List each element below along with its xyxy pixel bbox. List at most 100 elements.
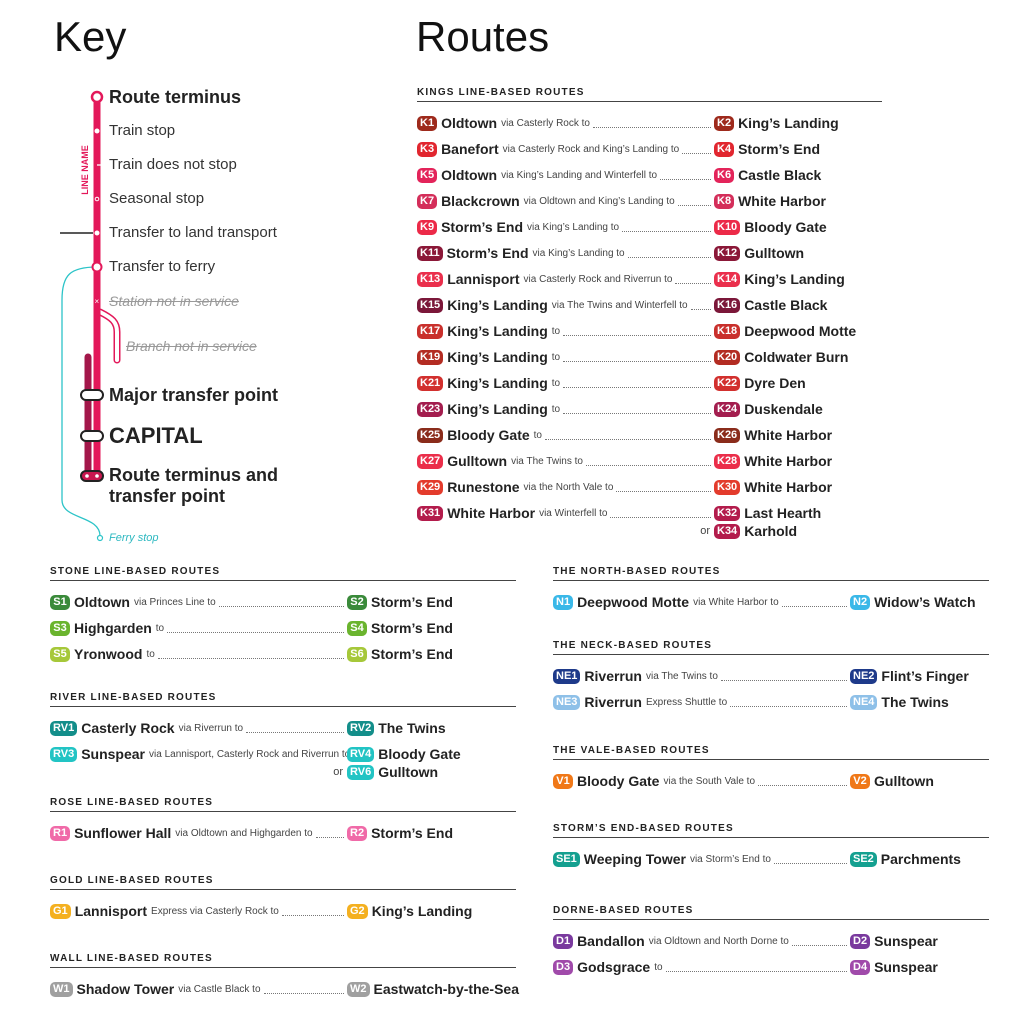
route-badge: K9 xyxy=(417,219,438,235)
capital-icon xyxy=(80,430,104,442)
route-row: K7 Blackcrown via Oldtown and King’s Landi… xyxy=(417,188,882,214)
section-gold: GOLD LINE-BASED ROUTES G1 Lannisport Expres… xyxy=(50,875,516,924)
dot-leader xyxy=(791,944,847,946)
destination-name: Castle Black xyxy=(738,167,822,183)
route-badge: S1 xyxy=(50,594,70,610)
route-badge: S6 xyxy=(347,646,367,662)
origin-name: Oldtown xyxy=(441,115,498,131)
destination-name: Gulltown xyxy=(874,773,934,789)
via-text: via King’s Landing and Winterfell to xyxy=(501,169,658,181)
route-origin: K25 Bloody Gate to xyxy=(417,427,714,443)
destination-name: Deepwood Motte xyxy=(744,323,857,339)
destination-name: Bloody Gate xyxy=(378,746,461,762)
or-label: or xyxy=(333,766,343,778)
key-transfer-land: Transfer to land transport xyxy=(109,224,277,241)
dot-leader xyxy=(627,256,711,258)
via-text: via Oldtown and North Dorne to xyxy=(648,935,789,947)
via-text: Express via Casterly Rock to xyxy=(151,905,279,917)
key-capital: CAPITAL xyxy=(109,423,203,448)
route-badge: RV4 xyxy=(347,746,375,762)
route-row: K31 White Harbor via Winterfell to K32 Last … xyxy=(417,500,882,526)
route-origin: K17 King’s Landing to xyxy=(417,323,714,339)
section-heading: KINGS LINE-BASED ROUTES xyxy=(417,87,882,102)
section-heading: THE NORTH-BASED ROUTES xyxy=(553,566,989,581)
route-list: SE1 Weeping Tower via Storm’s End to SE2 Par… xyxy=(553,846,989,872)
route-origin: K13 Lannisport via Casterly Rock and River… xyxy=(417,271,714,287)
route-badge: K24 xyxy=(714,401,741,417)
section-vale: THE VALE-BASED ROUTES V1 Bloody Gate via th… xyxy=(553,745,989,794)
via-text: to xyxy=(551,325,561,337)
destination-name: Karhold xyxy=(744,523,798,539)
route-badge: K30 xyxy=(714,479,741,495)
destination-name: Bloody Gate xyxy=(744,219,827,235)
origin-name: Shadow Tower xyxy=(76,981,175,997)
route-row: RV1 Casterly Rock via Riverrun to RV2 The Tw… xyxy=(50,715,516,741)
origin-name: Runestone xyxy=(447,479,520,495)
ferry-stop-icon xyxy=(96,534,104,542)
routes-title: Routes xyxy=(416,13,550,60)
origin-name: Sunflower Hall xyxy=(74,825,172,841)
route-row: S1 Oldtown via Princes Line to S2 Storm’s En… xyxy=(50,589,516,615)
via-text: to xyxy=(551,403,561,415)
route-badge: D4 xyxy=(850,959,871,975)
route-origin: K7 Blackcrown via Oldtown and King’s Landi… xyxy=(417,193,714,209)
origin-name: Highgarden xyxy=(74,620,152,636)
route-badge: K5 xyxy=(417,167,438,183)
section-heading: THE VALE-BASED ROUTES xyxy=(553,745,989,760)
route-list: D1 Bandallon via Oldtown and North Dorne t… xyxy=(553,928,989,980)
via-text: via The Twins to xyxy=(645,670,718,682)
key-transfer-ferry: Transfer to ferry xyxy=(109,258,216,275)
dot-leader xyxy=(563,386,711,388)
route-badge: W2 xyxy=(347,981,370,997)
destination-name: White Harbor xyxy=(744,453,833,469)
route-terminus-icon xyxy=(90,90,104,104)
key-train-does-not-stop: Train does not stop xyxy=(109,156,237,173)
route-badge: K23 xyxy=(417,401,444,417)
section-heading: STORM’S END-BASED ROUTES xyxy=(553,823,989,838)
origin-name: Lannisport xyxy=(447,271,520,287)
section-stone: STONE LINE-BASED ROUTES S1 Oldtown via Prin… xyxy=(50,566,516,667)
dot-leader xyxy=(167,631,344,633)
dot-leader xyxy=(675,282,711,284)
section-heading: RIVER LINE-BASED ROUTES xyxy=(50,692,516,707)
key-route-terminus: Route terminus xyxy=(109,87,242,107)
route-row: SE1 Weeping Tower via Storm’s End to SE2 Par… xyxy=(553,846,989,872)
route-origin: S5 Yronwood to xyxy=(50,646,347,662)
terminus-transfer-icon xyxy=(80,470,104,482)
destination-name: Castle Black xyxy=(744,297,828,313)
route-list: N1 Deepwood Motte via White Harbor to N2 Wid… xyxy=(553,589,989,615)
origin-name: Blackcrown xyxy=(441,193,520,209)
via-text: via Riverrun to xyxy=(178,722,244,734)
route-badge: K6 xyxy=(714,167,735,183)
route-row: R1 Sunflower Hall via Oldtown and Highgard… xyxy=(50,820,516,846)
destination-name: Duskendale xyxy=(744,401,823,417)
route-origin: N1 Deepwood Motte via White Harbor to xyxy=(553,594,850,610)
section-heading: DORNE-BASED ROUTES xyxy=(553,905,989,920)
route-row: K13 Lannisport via Casterly Rock and River… xyxy=(417,266,882,292)
station-not-in-service-icon: × xyxy=(95,297,100,306)
destination-name: Storm’s End xyxy=(371,646,453,662)
route-origin: V1 Bloody Gate via the South Vale to xyxy=(553,773,850,789)
section-kings: KINGS LINE-BASED ROUTES K1 Oldtown via Cast… xyxy=(417,87,882,542)
origin-name: Bandallon xyxy=(577,933,645,949)
via-text: via the North Vale to xyxy=(523,481,614,493)
destination-name: White Harbor xyxy=(744,427,833,443)
origin-name: King’s Landing xyxy=(447,401,548,417)
via-text: via The Twins and Winterfell to xyxy=(551,299,688,311)
destination-name: King’s Landing xyxy=(738,115,839,131)
route-badge: K2 xyxy=(714,115,735,131)
origin-name: Weeping Tower xyxy=(583,851,686,867)
origin-name: Storm’s End xyxy=(446,245,529,261)
dot-leader xyxy=(616,490,711,492)
origin-name: Bloody Gate xyxy=(577,773,660,789)
route-origin: K27 Gulltown via The Twins to xyxy=(417,453,714,469)
route-origin: RV1 Casterly Rock via Riverrun to xyxy=(50,720,347,736)
route-origin: K31 White Harbor via Winterfell to xyxy=(417,505,714,521)
via-text: to xyxy=(551,377,561,389)
dot-leader xyxy=(592,126,711,128)
section-rose: ROSE LINE-BASED ROUTES R1 Sunflower Hall vi… xyxy=(50,797,516,846)
ferry-line xyxy=(61,266,101,537)
route-origin: K1 Oldtown via Casterly Rock to xyxy=(417,115,714,131)
route-badge: K32 xyxy=(714,505,741,521)
key-title: Key xyxy=(54,13,127,60)
